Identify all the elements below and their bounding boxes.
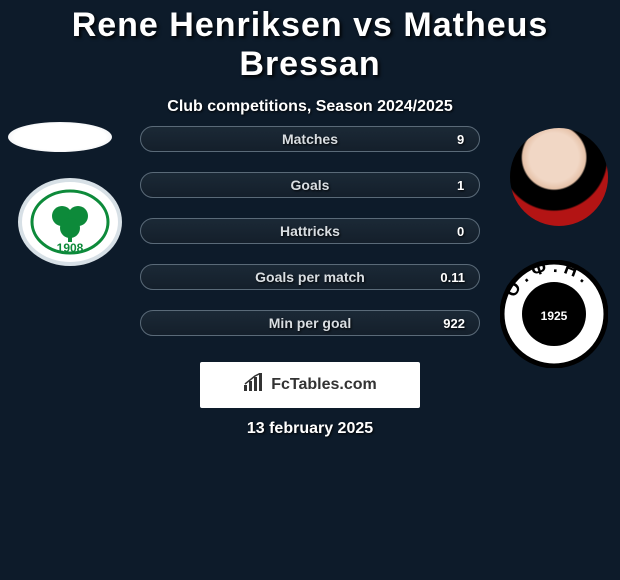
page-title: Rene Henriksen vs Matheus Bressan — [0, 0, 620, 84]
date-label: 13 february 2025 — [0, 420, 620, 438]
club-left-year: 1908 — [57, 241, 84, 255]
stat-label: Goals — [141, 177, 479, 193]
branding-badge: FcTables.com — [200, 362, 420, 408]
player-right-avatar — [510, 128, 608, 226]
club-right-year: 1925 — [541, 309, 568, 323]
stats-list: Matches 9 Goals 1 Hattricks 0 Goals per … — [140, 126, 480, 356]
stat-right-value: 1 — [457, 178, 465, 193]
stat-right-value: 9 — [457, 132, 465, 147]
stat-label: Hattricks — [141, 223, 479, 239]
subtitle: Club competitions, Season 2024/2025 — [0, 98, 620, 116]
stat-row: Goals per match 0.11 — [140, 264, 480, 290]
stat-row: Hattricks 0 — [140, 218, 480, 244]
stat-row: Matches 9 — [140, 126, 480, 152]
stat-right-value: 0.11 — [440, 270, 465, 285]
stat-row: Min per goal 922 — [140, 310, 480, 336]
player-right-club-badge: 1925 Ο . Φ . Η . — [500, 260, 608, 368]
branding-text: FcTables.com — [271, 376, 377, 394]
stat-label: Matches — [141, 131, 479, 147]
stat-label: Goals per match — [141, 269, 479, 285]
comparison-card: Rene Henriksen vs Matheus Bressan Club c… — [0, 0, 620, 580]
player-left-club-badge: 1908 — [18, 178, 122, 266]
bar-chart-icon — [243, 373, 265, 398]
stat-right-value: 0 — [457, 224, 465, 239]
stat-right-value: 922 — [443, 316, 465, 331]
stat-row: Goals 1 — [140, 172, 480, 198]
stat-label: Min per goal — [141, 315, 479, 331]
player-left-avatar — [8, 122, 112, 152]
